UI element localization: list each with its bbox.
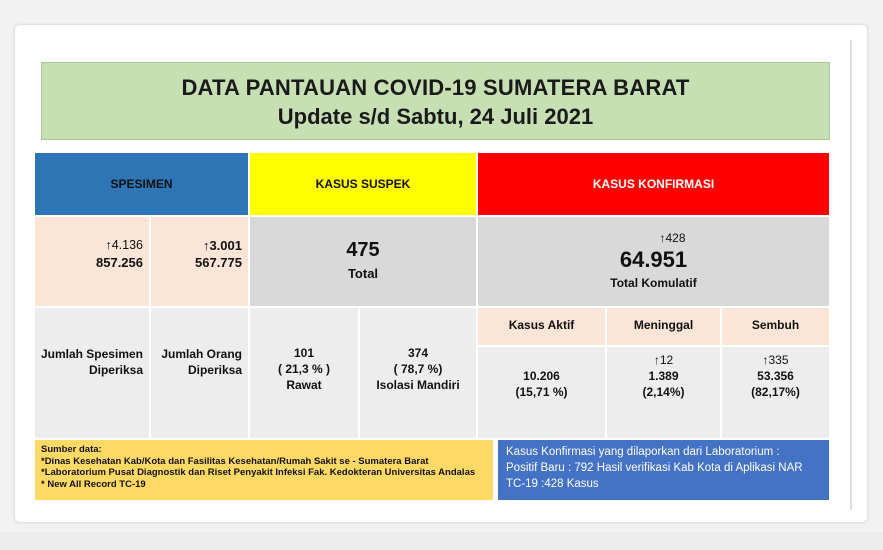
orang-diperiksa-cell: ↑3.001 567.775 xyxy=(151,217,248,306)
aktif-pct: (15,71 %) xyxy=(515,385,568,399)
aktif-value: 10.206 xyxy=(523,369,560,383)
rawat-pct: ( 21,3 % ) xyxy=(277,362,331,376)
source-line: * New All Record TC-19 xyxy=(41,478,146,490)
sembuh-cell: ↑335 53.356 (82,17%) xyxy=(722,347,829,438)
header-kasus-suspek: KASUS SUSPEK xyxy=(250,153,476,215)
lab-note: Kasus Konfirmasi yang dilaporkan dari La… xyxy=(498,440,829,500)
aktif-cell: 10.206 (15,71 %) xyxy=(478,347,605,438)
source-notes: Sumber data: *Dinas Kesehatan Kab/Kota d… xyxy=(35,440,493,500)
bottom-bar xyxy=(0,532,883,550)
suspek-rawat-cell: 101 ( 21,3 % ) Rawat xyxy=(250,308,358,438)
konfirmasi-delta: ↑428 xyxy=(659,231,686,245)
source-title: Sumber data: xyxy=(41,444,102,455)
orang-value: 567.775 xyxy=(195,255,242,270)
orang-delta: ↑3.001 xyxy=(202,238,242,253)
source-line: *Laboratorium Pusat Diagnostik dan Riset… xyxy=(41,467,476,478)
isolasi-label: Isolasi Mandiri xyxy=(376,378,460,392)
sembuh-header: Sembuh xyxy=(722,308,829,345)
sembuh-delta: ↑335 xyxy=(762,353,789,367)
meninggal-cell: ↑12 1.389 (2,14%) xyxy=(607,347,720,438)
spesimen-label-line1: Jumlah Spesimen xyxy=(40,347,143,361)
meninggal-pct: (2,14%) xyxy=(642,385,685,399)
lab-note-line: Kasus Konfirmasi yang dilaporkan dari La… xyxy=(506,446,780,458)
konfirmasi-total-cell: ↑428 64.951 Total Komulatif xyxy=(478,217,829,306)
sembuh-value: 53.356 xyxy=(757,369,794,383)
isolasi-pct: ( 78,7 %) xyxy=(393,362,443,376)
sembuh-pct: (82,17%) xyxy=(751,385,800,399)
aktif-header: Kasus Aktif xyxy=(478,308,605,345)
spesimen-value: 857.256 xyxy=(96,255,143,270)
spesimen-label-cell: Jumlah Spesimen Diperiksa xyxy=(35,308,149,438)
meninggal-delta: ↑12 xyxy=(653,353,674,367)
orang-label-line2: Diperiksa xyxy=(187,363,242,377)
konfirmasi-total-value: 64.951 xyxy=(619,247,688,272)
rawat-value: 101 xyxy=(293,346,315,360)
suspek-isolasi-cell: 374 ( 78,7 %) Isolasi Mandiri xyxy=(360,308,476,438)
spesimen-label-line2: Diperiksa xyxy=(88,363,143,377)
source-line: *Dinas Kesehatan Kab/Kota dan Fasilitas … xyxy=(41,455,429,467)
header-spesimen: SPESIMEN xyxy=(35,153,248,215)
title-banner: DATA PANTAUAN COVID-19 SUMATERA BARAT Up… xyxy=(41,62,830,140)
title-line-2: Update s/d Sabtu, 24 Juli 2021 xyxy=(277,104,594,129)
lab-note-line: TC-19 :428 Kasus xyxy=(506,478,599,490)
title-line-1: DATA PANTAUAN COVID-19 SUMATERA BARAT xyxy=(181,75,690,100)
suspek-total-cell: 475 Total xyxy=(250,217,476,306)
orang-label-line1: Jumlah Orang xyxy=(161,347,242,361)
header-kasus-konfirmasi: KASUS KONFIRMASI xyxy=(478,153,829,215)
lab-note-line: Positif Baru : 792 Hasil verifikasi Kab … xyxy=(506,462,803,474)
spesimen-diperiksa-cell: ↑4.136 857.256 xyxy=(35,217,149,306)
isolasi-value: 374 xyxy=(407,346,429,360)
orang-label-cell: Jumlah Orang Diperiksa xyxy=(151,308,248,438)
meninggal-value: 1.389 xyxy=(648,369,679,383)
rawat-label: Rawat xyxy=(286,378,322,392)
spesimen-delta: ↑4.136 xyxy=(105,238,143,252)
suspek-total-value: 475 xyxy=(346,239,380,261)
suspek-total-label: Total xyxy=(347,266,379,281)
divider-line xyxy=(850,40,852,510)
konfirmasi-total-label: Total Komulatif xyxy=(610,276,697,290)
meninggal-header: Meninggal xyxy=(607,308,720,345)
